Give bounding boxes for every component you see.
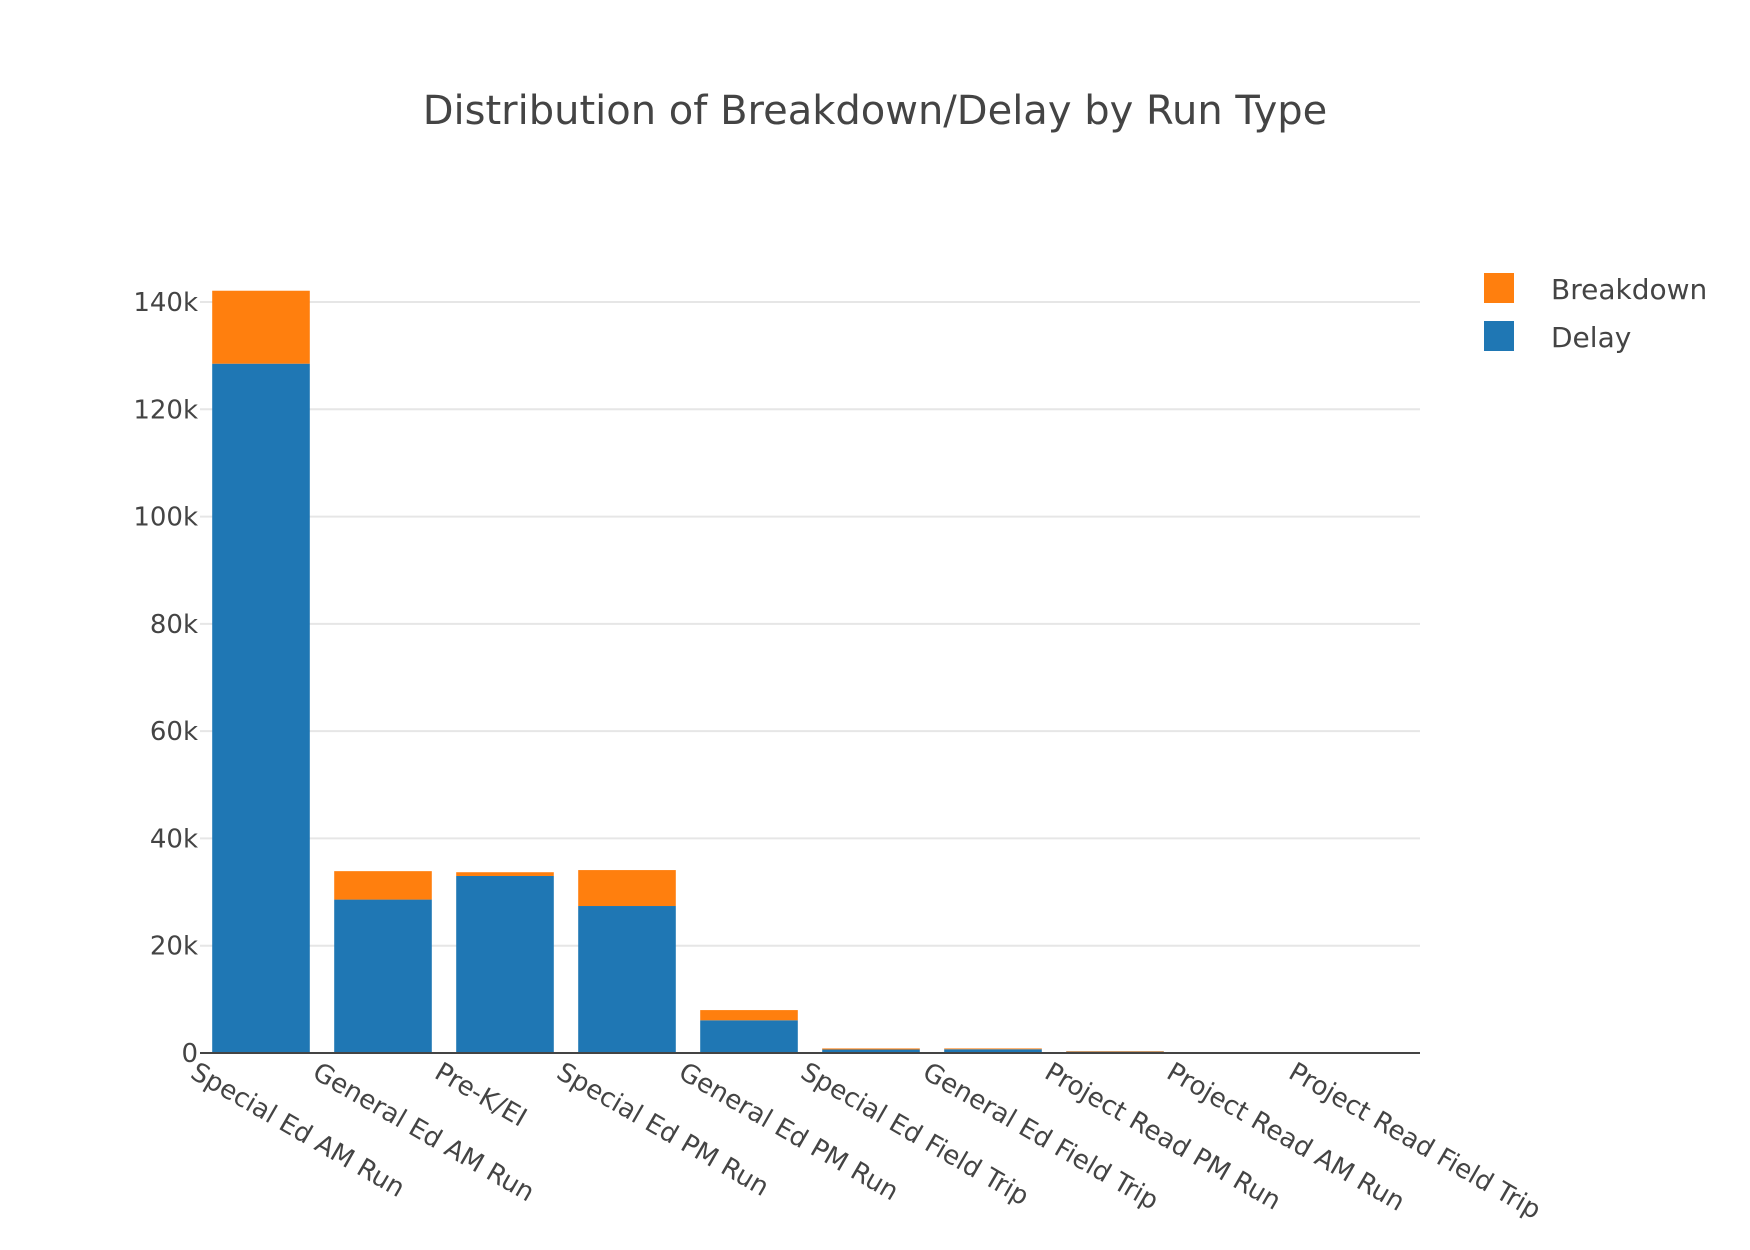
y-axis-ticks: 0 20k 40k 60k 80k 100k 120k 140k	[133, 288, 198, 1069]
y-tick-label: 140k	[133, 288, 198, 318]
x-tick-label: Pre-K/EI	[430, 1057, 532, 1133]
y-tick-label: 0	[181, 1039, 198, 1069]
legend-swatch	[1484, 321, 1514, 351]
gridlines	[200, 301, 1420, 947]
bar-breakdown-0[interactable]	[212, 290, 310, 364]
bar-breakdown-7[interactable]	[1066, 1051, 1164, 1052]
bar-breakdown-1[interactable]	[334, 871, 432, 900]
bar-delay-0[interactable]	[212, 363, 310, 1053]
x-tick-label: Special Ed PM Run	[552, 1057, 774, 1203]
y-tick-label: 40k	[150, 824, 198, 854]
y-tick-label: 20k	[150, 932, 198, 962]
y-tick-label: 100k	[133, 503, 198, 533]
bars	[212, 290, 1408, 1053]
x-tick-label: Special Ed Field Trip	[796, 1057, 1034, 1212]
y-tick-label: 60k	[150, 717, 198, 747]
bar-delay-4[interactable]	[700, 1020, 798, 1053]
y-tick-label: 120k	[133, 395, 198, 425]
bar-breakdown-5[interactable]	[822, 1048, 920, 1050]
x-tick-label: General Ed AM Run	[308, 1057, 540, 1208]
bar-delay-5[interactable]	[822, 1049, 920, 1053]
legend-swatch	[1484, 273, 1514, 303]
chart-title: Distribution of Breakdown/Delay by Run T…	[423, 88, 1328, 134]
bar-breakdown-6[interactable]	[944, 1048, 1042, 1050]
legend-label: Delay	[1551, 321, 1631, 354]
legend[interactable]: Breakdown Delay	[1484, 273, 1707, 354]
bar-breakdown-2[interactable]	[456, 872, 554, 876]
bar-delay-3[interactable]	[578, 906, 676, 1053]
y-tick-label: 80k	[150, 610, 198, 640]
legend-item-breakdown[interactable]: Breakdown	[1484, 273, 1707, 306]
x-tick-label: General Ed PM Run	[674, 1057, 904, 1207]
bar-breakdown-3[interactable]	[578, 870, 676, 907]
bar-delay-6[interactable]	[944, 1049, 1042, 1053]
legend-item-delay[interactable]: Delay	[1484, 321, 1631, 354]
bar-delay-2[interactable]	[456, 875, 554, 1053]
bar-delay-1[interactable]	[334, 899, 432, 1053]
bar-breakdown-4[interactable]	[700, 1010, 798, 1021]
legend-label: Breakdown	[1551, 273, 1707, 306]
x-tick-label: Special Ed AM Run	[186, 1057, 410, 1204]
